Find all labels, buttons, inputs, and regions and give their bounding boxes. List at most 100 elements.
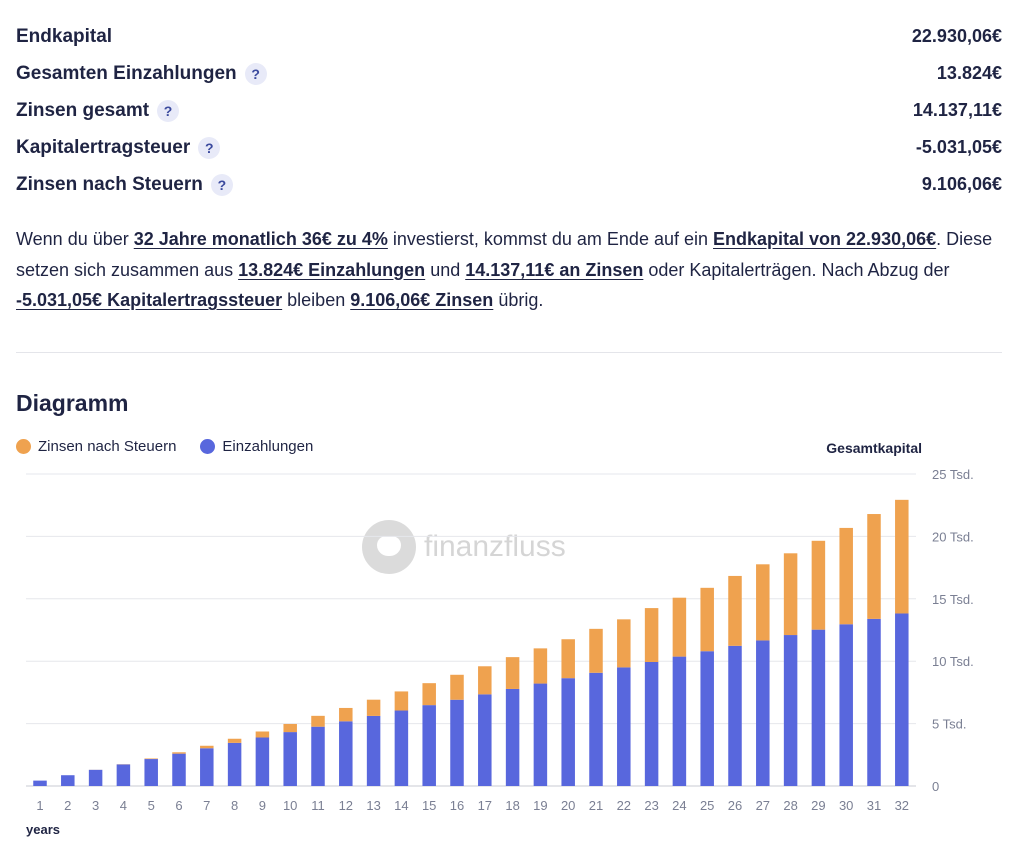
bar-einzahlungen[interactable] xyxy=(533,683,548,786)
bar-zinsen[interactable] xyxy=(644,608,659,662)
bar-einzahlungen[interactable] xyxy=(144,759,158,786)
bar-einzahlungen[interactable] xyxy=(700,651,714,786)
bar-zinsen[interactable] xyxy=(255,731,270,738)
bar-einzahlungen[interactable] xyxy=(505,688,520,786)
help-icon[interactable]: ? xyxy=(157,99,180,122)
bar-einzahlungen[interactable] xyxy=(839,624,853,786)
bar-einzahlungen[interactable] xyxy=(88,769,103,786)
y-tick-label: 5 Tsd. xyxy=(932,717,966,732)
bar-zinsen[interactable] xyxy=(200,745,214,749)
bar-zinsen[interactable] xyxy=(561,639,575,679)
paragraph-highlight: 14.137,11€ an Zinsen xyxy=(465,259,644,280)
bar-einzahlungen[interactable] xyxy=(33,780,47,786)
summary-row-zinsen-nach-steuern: Zinsen nach Steuern? 9.106,06€ xyxy=(16,166,1002,203)
x-tick-label: 9 xyxy=(259,798,266,813)
bar-einzahlungen[interactable] xyxy=(116,764,131,786)
bar-einzahlungen[interactable] xyxy=(478,694,492,786)
bar-zinsen[interactable] xyxy=(450,674,464,700)
bar-zinsen[interactable] xyxy=(700,587,714,652)
help-icon[interactable]: ? xyxy=(244,62,267,85)
x-tick-label: 25 xyxy=(700,798,714,813)
summary-label: Endkapital xyxy=(16,25,113,47)
summary-row-zinsen: Zinsen gesamt? 14.137,11€ xyxy=(16,92,1002,129)
legend-swatch-interest xyxy=(16,439,31,454)
paragraph-text: bleiben xyxy=(282,290,351,310)
y-tick-label: 10 Tsd. xyxy=(932,654,974,669)
legend-item-deposits[interactable]: Einzahlungen xyxy=(200,438,313,455)
bar-einzahlungen[interactable] xyxy=(283,732,297,786)
bar-einzahlungen[interactable] xyxy=(172,753,186,786)
bar-zinsen[interactable] xyxy=(783,553,798,636)
paragraph-highlight: 9.106,06€ Zinsen xyxy=(350,290,494,310)
bar-zinsen[interactable] xyxy=(505,657,520,689)
bar-einzahlungen[interactable] xyxy=(339,721,353,786)
summary-value: 9.106,06€ xyxy=(921,174,1002,194)
bar-zinsen[interactable] xyxy=(366,699,381,716)
x-axis-title: years xyxy=(26,822,60,837)
bar-zinsen[interactable] xyxy=(756,564,770,641)
bar-einzahlungen[interactable] xyxy=(255,737,270,786)
bar-einzahlungen[interactable] xyxy=(311,726,325,786)
bar-zinsen[interactable] xyxy=(617,619,631,668)
bar-zinsen[interactable] xyxy=(533,648,548,684)
bar-einzahlungen[interactable] xyxy=(61,775,75,786)
x-tick-label: 4 xyxy=(120,798,127,813)
legend-item-interest[interactable]: Zinsen nach Steuern xyxy=(16,438,176,455)
x-tick-label: 26 xyxy=(728,798,742,813)
summary-label: Kapitalertragsteuer xyxy=(16,136,191,158)
bar-zinsen[interactable] xyxy=(283,723,297,733)
bar-einzahlungen[interactable] xyxy=(617,667,631,786)
bar-einzahlungen[interactable] xyxy=(867,618,881,786)
x-tick-label: 18 xyxy=(505,798,519,813)
bar-zinsen[interactable] xyxy=(867,514,881,619)
x-tick-label: 20 xyxy=(561,798,575,813)
bar-einzahlungen[interactable] xyxy=(366,715,381,786)
paragraph-highlight: -5.031,05€ Kapitalertragssteuer xyxy=(16,290,283,310)
bar-zinsen[interactable] xyxy=(811,540,826,630)
bar-einzahlungen[interactable] xyxy=(895,613,909,786)
bar-zinsen[interactable] xyxy=(672,597,687,657)
bar-zinsen[interactable] xyxy=(589,628,603,673)
bar-einzahlungen[interactable] xyxy=(644,661,659,786)
summary-label: Zinsen nach Steuern xyxy=(16,173,203,195)
bar-einzahlungen[interactable] xyxy=(561,678,575,786)
bar-einzahlungen[interactable] xyxy=(672,656,687,786)
paragraph-highlight: Endkapital von 22.930,06€ xyxy=(713,229,937,249)
bar-zinsen[interactable] xyxy=(394,691,409,711)
bar-zinsen[interactable] xyxy=(478,666,492,695)
bar-zinsen[interactable] xyxy=(895,499,909,614)
summary-row-steuer: Kapitalertragsteuer? -5.031,05€ xyxy=(16,129,1002,166)
x-tick-label: 5 xyxy=(148,798,155,813)
bar-zinsen[interactable] xyxy=(227,738,242,743)
x-tick-label: 16 xyxy=(450,798,464,813)
bar-einzahlungen[interactable] xyxy=(783,635,798,786)
bar-einzahlungen[interactable] xyxy=(450,699,464,786)
summary-value: -5.031,05€ xyxy=(915,137,1002,157)
bar-zinsen[interactable] xyxy=(172,752,186,754)
bar-zinsen[interactable] xyxy=(144,758,158,760)
help-icon[interactable]: ? xyxy=(198,136,221,159)
bar-einzahlungen[interactable] xyxy=(227,742,242,786)
bar-einzahlungen[interactable] xyxy=(200,748,214,786)
section-title: Diagramm xyxy=(16,390,129,416)
x-tick-label: 29 xyxy=(811,798,825,813)
paragraph-text: und xyxy=(425,259,466,280)
bar-einzahlungen[interactable] xyxy=(811,629,826,786)
x-tick-label: 32 xyxy=(895,798,909,813)
x-tick-label: 7 xyxy=(203,798,210,813)
help-icon[interactable]: ? xyxy=(210,173,233,196)
bar-zinsen[interactable] xyxy=(728,575,742,646)
bar-einzahlungen[interactable] xyxy=(728,645,742,786)
bar-zinsen[interactable] xyxy=(311,715,325,727)
bar-zinsen[interactable] xyxy=(839,527,853,625)
bar-zinsen[interactable] xyxy=(422,683,436,706)
bar-einzahlungen[interactable] xyxy=(394,710,409,786)
bar-einzahlungen[interactable] xyxy=(589,672,603,786)
bar-zinsen[interactable] xyxy=(339,707,353,722)
legend-swatch-deposits xyxy=(200,439,216,454)
legend-label: Einzahlungen xyxy=(222,438,314,455)
x-tick-label: 23 xyxy=(644,798,658,813)
bar-einzahlungen[interactable] xyxy=(422,705,436,786)
bar-einzahlungen[interactable] xyxy=(756,640,770,786)
paragraph-highlight: 32 Jahre monatlich 36€ zu 4% xyxy=(133,229,388,249)
